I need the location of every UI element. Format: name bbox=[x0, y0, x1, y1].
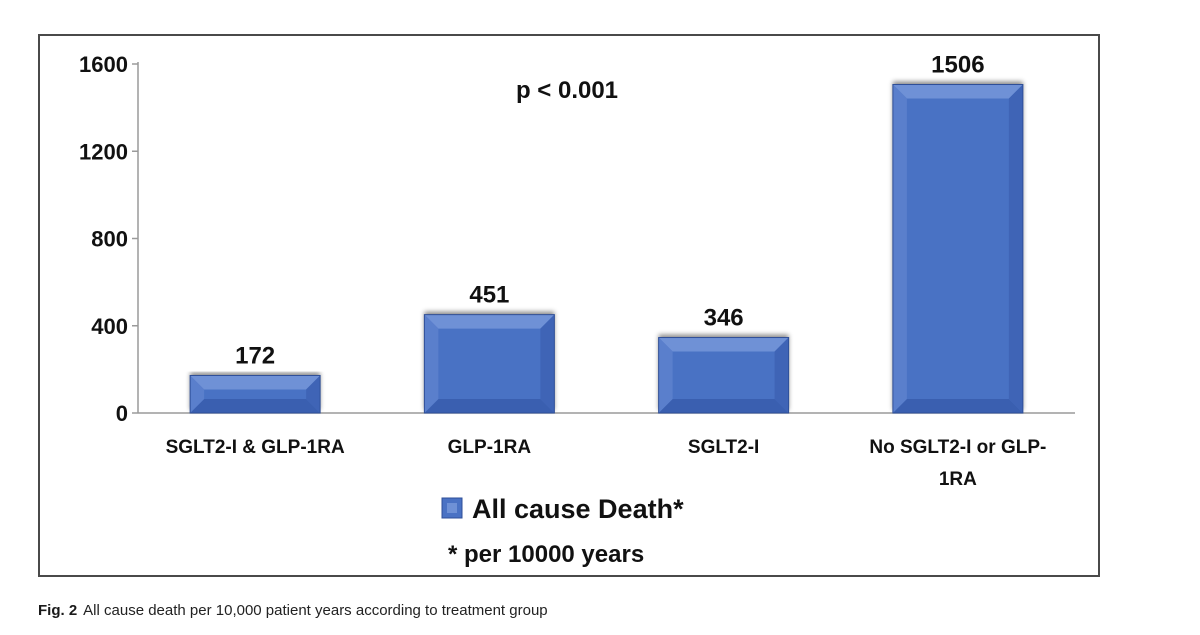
x-category-label-line: GLP-1RA bbox=[448, 437, 532, 458]
x-category-label: SGLT2-I bbox=[688, 437, 759, 458]
bar-bevel-top bbox=[190, 375, 321, 390]
footnote-text: * per 10000 years bbox=[448, 541, 644, 568]
bar-bevel-left bbox=[892, 84, 907, 413]
bar-chart: 0 400 800 1200 1600 172 SGLT2-I & GLP-1RA 451 GL… bbox=[79, 52, 1075, 568]
bar-body bbox=[892, 84, 1023, 413]
x-category-label-line: SGLT2-I bbox=[688, 437, 759, 458]
x-category-label: No SGLT2-I or GLP- 1RA bbox=[869, 437, 1046, 490]
x-category-label-line: SGLT2-I & GLP-1RA bbox=[166, 437, 345, 458]
bar-bevel-left bbox=[424, 314, 439, 413]
y-tick-label: 1600 bbox=[79, 52, 128, 77]
figure-caption: Fig. 2 All cause death per 10,000 patient… bbox=[38, 602, 548, 619]
y-tick-label: 800 bbox=[91, 227, 128, 252]
bar-data-label: 346 bbox=[704, 305, 744, 332]
chart-frame: 0 400 800 1200 1600 172 SGLT2-I & GLP-1RA 451 GL… bbox=[38, 34, 1100, 577]
bar-bevel-top bbox=[658, 337, 789, 352]
bar-bevel-right bbox=[306, 375, 321, 413]
y-tick-label: 1200 bbox=[79, 139, 128, 164]
p-value-annotation: p < 0.001 bbox=[516, 77, 618, 104]
bar-bevel-left bbox=[658, 337, 673, 413]
bar-data-label: 451 bbox=[469, 282, 509, 309]
x-category-label: GLP-1RA bbox=[448, 437, 532, 458]
bar-bevel-bottom bbox=[190, 399, 321, 413]
bar-bevel-right bbox=[540, 314, 555, 413]
bar-outline bbox=[189, 374, 321, 414]
legend: All cause Death* bbox=[441, 494, 684, 524]
bar bbox=[892, 84, 1024, 414]
x-category-label: SGLT2-I & GLP-1RA bbox=[166, 437, 345, 458]
bar-bevel-bottom bbox=[892, 399, 1023, 413]
legend-label: All cause Death* bbox=[472, 494, 684, 524]
y-tick-label: 0 bbox=[116, 401, 128, 426]
bar-outline bbox=[423, 314, 555, 414]
x-category-label-line: No SGLT2-I or GLP- bbox=[869, 437, 1046, 458]
bar-bevel-bottom bbox=[658, 399, 789, 413]
bar-outline bbox=[658, 337, 790, 414]
bar-bevel-right bbox=[774, 337, 789, 413]
bar-bevel-left bbox=[190, 375, 205, 413]
bar bbox=[658, 337, 790, 414]
bar-body bbox=[424, 314, 555, 413]
bar-bevel-right bbox=[1008, 84, 1023, 413]
bar-data-label: 172 bbox=[235, 342, 275, 369]
bar bbox=[189, 374, 321, 414]
figure-caption-text: All cause death per 10,000 patient years… bbox=[83, 602, 548, 619]
bar-bevel-top bbox=[424, 314, 555, 329]
bar-bevel-bottom bbox=[424, 399, 555, 413]
bar-data-label: 1506 bbox=[931, 52, 984, 79]
x-category-label-line: 1RA bbox=[939, 469, 977, 490]
legend-swatch-inner bbox=[447, 503, 457, 513]
bar-bevel-top bbox=[892, 84, 1023, 99]
bar-outline bbox=[892, 84, 1024, 414]
y-tick-label: 400 bbox=[91, 314, 128, 339]
figure-number: Fig. 2 bbox=[38, 602, 78, 619]
bar bbox=[423, 314, 555, 414]
